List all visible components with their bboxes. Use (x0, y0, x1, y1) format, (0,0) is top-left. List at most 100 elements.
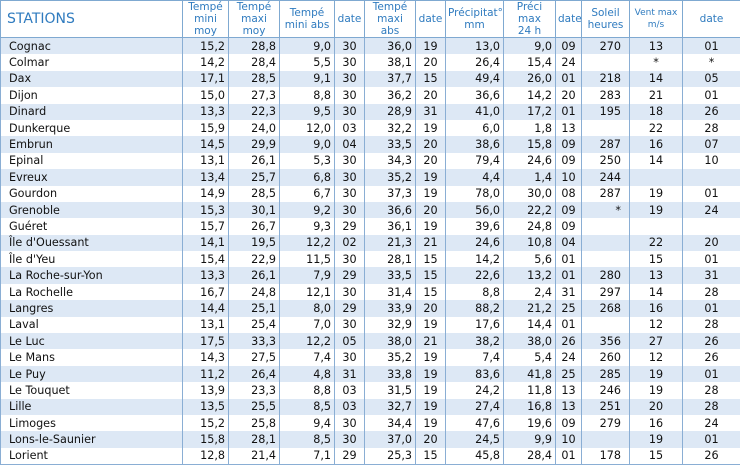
cell-station-name: Le Touquet (1, 382, 183, 398)
cell-station-name: Île d'Yeu (1, 251, 183, 267)
cell-sunshine: 250 (582, 153, 630, 169)
cell-tmax-abs: 38,1 (365, 54, 416, 70)
cell-date-tmax: 20 (416, 87, 446, 103)
cell-tmax-moy: 23,3 (229, 382, 280, 398)
cell-station-name: Langres (1, 300, 183, 316)
cell-tmin-abs: 12,0 (280, 120, 335, 136)
cell-tmax-abs: 32,9 (365, 317, 416, 333)
cell-date-tmin: 30 (335, 54, 365, 70)
cell-tmax-abs: 32,7 (365, 399, 416, 415)
header-date-tmin: date (335, 1, 365, 38)
cell-date-precip: 04 (556, 235, 582, 251)
cell-wind-max: 12 (630, 349, 683, 365)
cell-tmin-moy: 14,1 (183, 235, 229, 251)
cell-date-tmax: 19 (416, 38, 446, 55)
cell-sunshine: 268 (582, 300, 630, 316)
cell-precipitation: 39,6 (446, 218, 504, 234)
cell-tmin-moy: 13,1 (183, 153, 229, 169)
cell-date-wind: 28 (683, 317, 740, 333)
cell-tmin-abs: 12,1 (280, 284, 335, 300)
cell-tmax-abs: 25,3 (365, 448, 416, 465)
cell-station-name: Dunkerque (1, 120, 183, 136)
cell-tmin-moy: 15,3 (183, 202, 229, 218)
cell-date-tmin: 30 (335, 202, 365, 218)
cell-precip-max: 17,2 (504, 104, 556, 120)
cell-date-precip: 09 (556, 38, 582, 55)
cell-date-tmax: 20 (416, 153, 446, 169)
cell-date-wind: 26 (683, 333, 740, 349)
cell-tmin-abs: 9,4 (280, 415, 335, 431)
cell-date-tmin: 03 (335, 399, 365, 415)
cell-tmin-moy: 12,8 (183, 448, 229, 465)
cell-tmax-moy: 25,1 (229, 300, 280, 316)
cell-station-name: La Roche-sur-Yon (1, 267, 183, 283)
cell-date-precip: 13 (556, 399, 582, 415)
cell-date-wind: 28 (683, 120, 740, 136)
cell-date-tmax: 20 (416, 54, 446, 70)
cell-precip-max: 1,8 (504, 120, 556, 136)
cell-tmax-moy: 27,5 (229, 349, 280, 365)
cell-precipitation: 13,0 (446, 38, 504, 55)
cell-station-name: Dinard (1, 104, 183, 120)
cell-station-name: Gourdon (1, 186, 183, 202)
cell-tmin-abs: 8,5 (280, 431, 335, 447)
cell-precipitation: 27,4 (446, 399, 504, 415)
cell-wind-max: 13 (630, 38, 683, 55)
cell-wind-max: 19 (630, 366, 683, 382)
cell-date-tmin: 30 (335, 284, 365, 300)
cell-date-tmin: 04 (335, 136, 365, 152)
cell-tmin-abs: 12,2 (280, 235, 335, 251)
cell-tmin-moy: 15,2 (183, 415, 229, 431)
cell-tmin-moy: 13,9 (183, 382, 229, 398)
cell-precipitation: 17,6 (446, 317, 504, 333)
cell-precipitation: 24,2 (446, 382, 504, 398)
cell-date-tmin: 29 (335, 448, 365, 465)
cell-station-name: Lille (1, 399, 183, 415)
cell-tmin-moy: 13,3 (183, 267, 229, 283)
cell-sunshine: 246 (582, 382, 630, 398)
cell-date-precip: 25 (556, 366, 582, 382)
cell-tmax-abs: 37,7 (365, 71, 416, 87)
cell-precipitation: 24,5 (446, 431, 504, 447)
cell-tmin-abs: 9,1 (280, 71, 335, 87)
cell-date-tmax: 19 (416, 120, 446, 136)
cell-tmax-moy: 29,9 (229, 136, 280, 152)
cell-precipitation: 7,4 (446, 349, 504, 365)
cell-wind-max: 18 (630, 104, 683, 120)
cell-station-name: Laval (1, 317, 183, 333)
cell-wind-max: 15 (630, 251, 683, 267)
cell-wind-max: 19 (630, 431, 683, 447)
cell-sunshine: 287 (582, 186, 630, 202)
cell-wind-max: 14 (630, 153, 683, 169)
cell-tmax-moy: 26,1 (229, 153, 280, 169)
cell-tmin-abs: 8,5 (280, 399, 335, 415)
cell-date-tmax: 19 (416, 218, 446, 234)
cell-tmax-moy: 28,8 (229, 38, 280, 55)
cell-date-precip: 08 (556, 186, 582, 202)
cell-precip-max: 24,6 (504, 153, 556, 169)
cell-precip-max: 16,8 (504, 399, 556, 415)
cell-sunshine: 285 (582, 366, 630, 382)
cell-precip-max: 26,0 (504, 71, 556, 87)
cell-tmin-abs: 9,5 (280, 104, 335, 120)
cell-tmax-moy: 21,4 (229, 448, 280, 465)
header-stations: STATIONS (1, 1, 183, 38)
header-date-tmax: date (416, 1, 446, 38)
cell-date-wind: 28 (683, 284, 740, 300)
cell-date-wind: 01 (683, 300, 740, 316)
cell-precipitation: 8,8 (446, 284, 504, 300)
cell-tmax-moy: 28,5 (229, 186, 280, 202)
cell-date-tmax: 21 (416, 235, 446, 251)
cell-date-wind: 24 (683, 415, 740, 431)
cell-tmax-moy: 28,5 (229, 71, 280, 87)
cell-sunshine: 279 (582, 415, 630, 431)
